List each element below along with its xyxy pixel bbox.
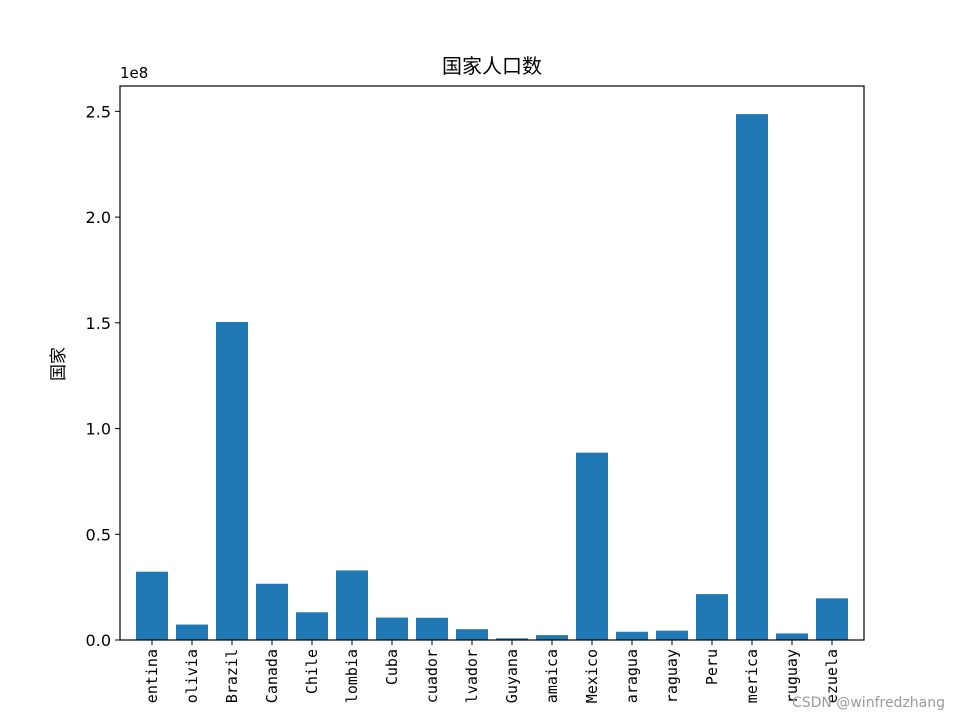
bar — [496, 638, 528, 640]
y-tick-label: 2.0 — [86, 208, 111, 227]
bar — [736, 114, 768, 640]
bar — [576, 452, 608, 640]
x-tick-label: Guyana — [503, 649, 521, 703]
x-tick-label: olivia — [183, 649, 201, 703]
x-tick-label: Canada — [263, 649, 281, 703]
x-tick-label: lvador — [463, 649, 481, 703]
bar — [336, 570, 368, 640]
bar — [216, 321, 248, 640]
bars-group — [136, 114, 848, 640]
x-tick-label: Cuba — [383, 649, 401, 685]
x-tick-label: ruguay — [783, 649, 801, 703]
y-tick-label: 1.0 — [86, 420, 111, 439]
x-tick-label: raguay — [663, 649, 681, 703]
bar — [616, 631, 648, 640]
plot-frame — [119, 85, 865, 641]
bar — [376, 617, 408, 640]
y-tick-label: 0.5 — [86, 525, 111, 544]
y-offset-label: 1e8 — [120, 64, 148, 82]
bar — [656, 630, 688, 640]
bar — [256, 583, 288, 640]
bar — [416, 617, 448, 640]
watermark-text: CSDN @winfredzhang — [792, 695, 945, 711]
x-tick-label: cuador — [423, 649, 441, 703]
x-axis: entina olivia Brazil Canada Chile lombia Cuba c… — [143, 640, 841, 703]
x-tick-label: Chile — [303, 649, 321, 694]
bar — [816, 598, 848, 640]
x-tick-label: ezuela — [823, 649, 841, 703]
y-tick-label: 2.5 — [86, 102, 111, 121]
bar — [296, 612, 328, 640]
bar — [176, 624, 208, 640]
bar — [776, 633, 808, 640]
bar — [456, 629, 488, 640]
x-tick-label: Brazil — [223, 649, 241, 703]
y-tick-label: 1.5 — [86, 314, 111, 333]
y-axis: 0.0 0.5 1.0 1.5 2.0 2.5 — [86, 102, 120, 650]
x-tick-label: Mexico — [583, 649, 601, 703]
y-axis-label: 国家 — [49, 347, 69, 381]
bar — [536, 635, 568, 640]
x-tick-label: amaica — [543, 649, 561, 703]
bar — [136, 571, 168, 640]
x-tick-label: lombia — [343, 649, 361, 703]
x-tick-label: merica — [743, 649, 761, 703]
x-tick-label: Peru — [703, 649, 721, 685]
x-tick-label: entina — [143, 649, 161, 703]
chart-title: 国家人口数 — [442, 54, 542, 78]
bar — [696, 594, 728, 640]
y-tick-label: 0.0 — [86, 631, 111, 650]
x-tick-label: aragua — [623, 649, 641, 703]
